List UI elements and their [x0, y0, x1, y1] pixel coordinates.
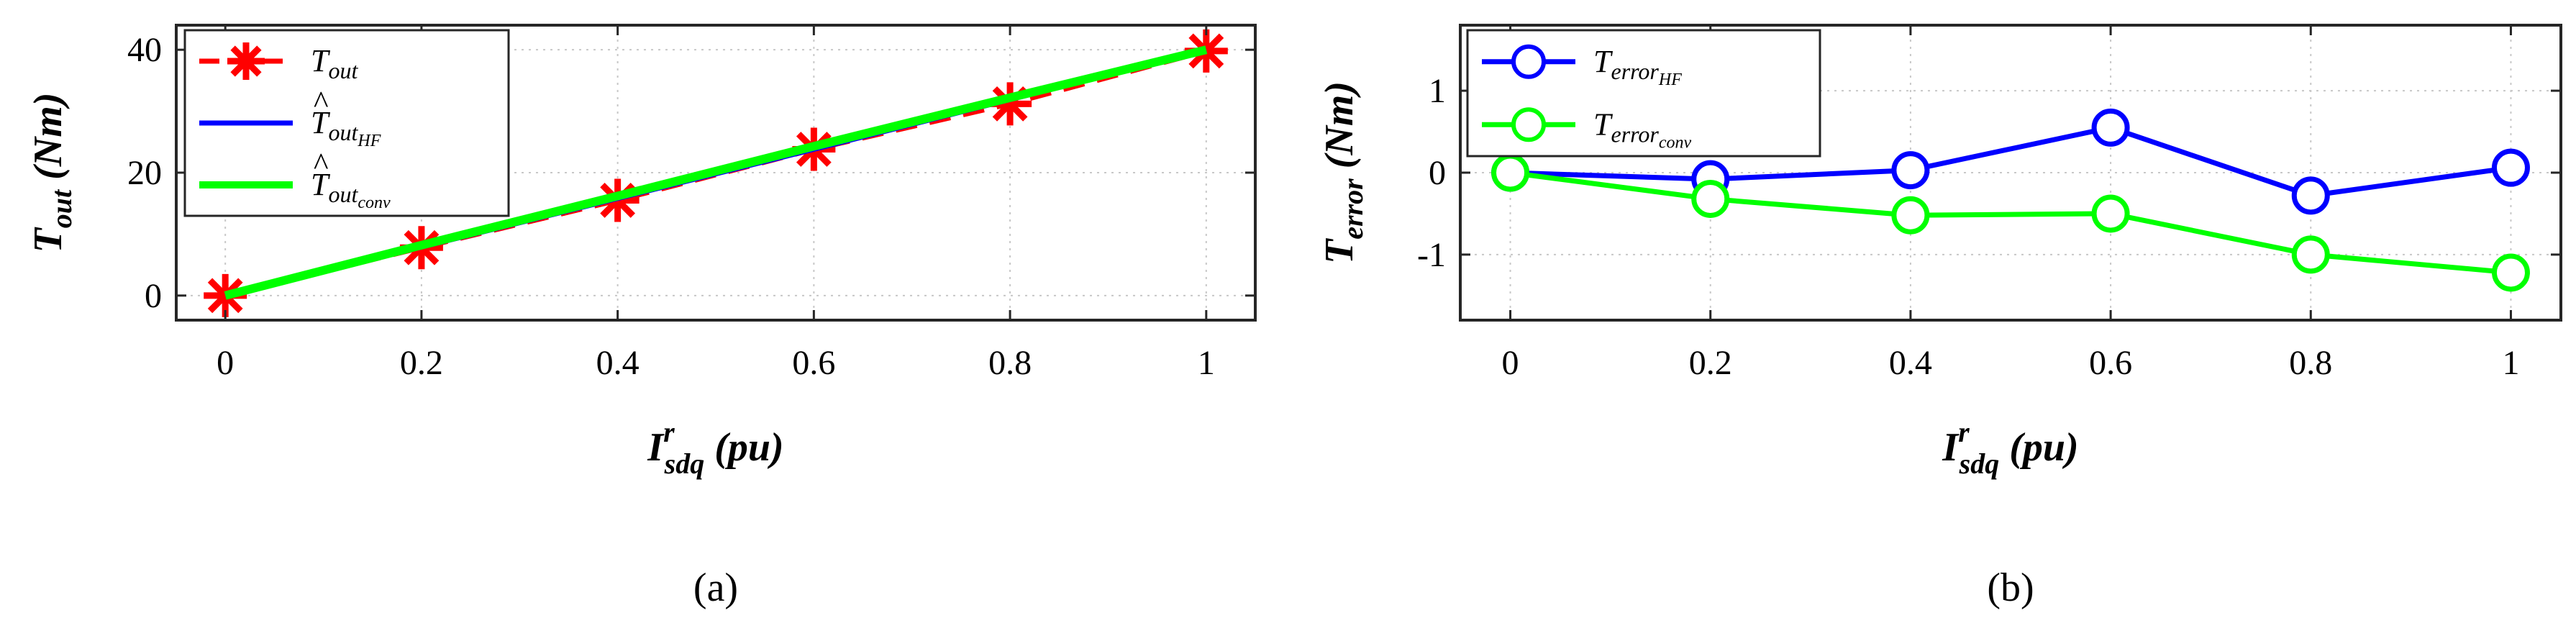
panel-label: (b)	[1987, 565, 2034, 610]
circle-marker	[1691, 179, 1730, 218]
y-tick-label: 40	[127, 31, 162, 69]
circle-marker	[1891, 151, 1930, 190]
circle-marker	[2291, 235, 2330, 274]
circle-marker	[2091, 108, 2130, 147]
y-tick-label: 0	[1429, 154, 1446, 192]
circle-marker	[2491, 148, 2530, 187]
x-tick-label: 0.8	[2289, 344, 2332, 382]
circle-marker	[1491, 153, 1530, 192]
legend-entry: Toutconv	[311, 167, 391, 212]
x-tick-label: 0	[217, 344, 234, 382]
x-tick-label: 1	[1198, 344, 1215, 382]
y-axis-label: Terror (Nm)	[1317, 81, 1369, 264]
legend-entry: Tout	[311, 43, 358, 83]
series-line-2	[224, 45, 1208, 300]
legend-entry: TerrorHF	[1593, 44, 1682, 89]
x-tick-label: 0	[1502, 344, 1519, 382]
x-tick-label: 0.2	[1689, 344, 1732, 382]
chart-panel-b: 0 0.2 0.4 0.6 0.8 1 -1 0 1 Terror (Nm) Ir sdq (pu) (…	[1317, 24, 2562, 610]
legend-circle-marker	[1511, 107, 1546, 142]
y-tick-label: 1	[1429, 72, 1446, 110]
x-tick-label: 0.2	[400, 344, 443, 382]
y-tick-label: 20	[127, 154, 162, 192]
legend-hat: ^	[313, 85, 328, 120]
circle-marker	[2091, 194, 2130, 233]
circle-marker	[2491, 253, 2530, 292]
x-tick-label: 0.6	[792, 344, 835, 382]
series-line-1	[1510, 170, 2511, 276]
legend-entry: Terrorconv	[1593, 106, 1692, 152]
legend-entry: ToutHF	[311, 105, 381, 150]
circle-marker	[1891, 196, 1930, 235]
x-axis-label: Ir sdq (pu)	[1942, 416, 2078, 480]
legend-hat: ^	[313, 147, 328, 182]
series-line-0	[224, 48, 1207, 299]
panel-label: (a)	[693, 565, 738, 610]
x-axis-label: Ir sdq (pu)	[647, 416, 783, 480]
x-tick-label: 1	[2502, 344, 2519, 382]
chart-panel-a: 0 0.2 0.4 0.6 0.8 1 0 20 40 Tout (Nm) Ir sdq (pu) (a…	[26, 24, 1257, 610]
legend-circle-marker	[1511, 44, 1546, 79]
series-line-0	[1510, 124, 2511, 199]
y-axis-label: Tout (Nm)	[26, 93, 78, 253]
circle-marker	[2291, 176, 2330, 215]
y-tick-label: 0	[145, 277, 162, 315]
y-tick-label: -1	[1417, 236, 1446, 274]
x-tick-label: 0.4	[596, 344, 640, 382]
asterisk-marker	[227, 42, 265, 80]
legend: TerrorHF Terrorconv	[1466, 29, 1821, 158]
x-tick-label: 0.6	[2089, 344, 2132, 382]
x-tick-label: 0.4	[1889, 344, 1932, 382]
x-tick-label: 0.8	[988, 344, 1032, 382]
